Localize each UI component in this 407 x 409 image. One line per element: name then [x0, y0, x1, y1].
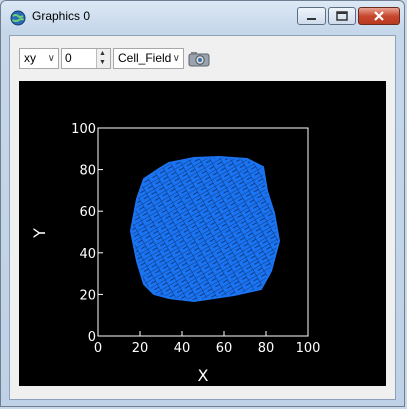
minimize-icon [307, 18, 316, 20]
x-tick-label: 40 [174, 341, 191, 356]
title-bar[interactable]: Graphics 0 [1, 1, 404, 31]
x-tick-label: 60 [216, 341, 233, 356]
cell-cluster [129, 155, 281, 303]
spin-arrows[interactable]: ▲ ▼ [96, 49, 110, 68]
maximize-icon [336, 11, 348, 21]
field-value: Cell_Field [118, 51, 172, 65]
y-tick-label: 60 [79, 205, 96, 220]
y-tick-label: 20 [79, 288, 96, 303]
y-axis-label: Y [30, 228, 49, 239]
y-tick-label: 0 [88, 330, 96, 345]
y-tick-label: 100 [71, 122, 96, 137]
close-icon [374, 11, 384, 21]
slice-value: 0 [65, 51, 72, 65]
x-tick-label: 0 [94, 341, 102, 356]
minimize-button[interactable] [297, 7, 326, 25]
x-axis-ticks: 0 20 40 60 80 100 [94, 331, 321, 356]
y-tick-label: 80 [79, 164, 96, 179]
chevron-down-icon: ∨ [47, 53, 55, 64]
x-tick-label: 100 [296, 341, 321, 356]
field-select[interactable]: Cell_Field ∨ [113, 48, 184, 69]
camera-icon[interactable] [187, 48, 211, 69]
chevron-down-icon: ∨ [172, 53, 180, 64]
spin-down-icon[interactable]: ▼ [99, 59, 106, 66]
x-tick-label: 80 [258, 341, 275, 356]
projection-select[interactable]: xy ∨ [19, 48, 59, 69]
window-title: Graphics 0 [32, 9, 91, 23]
x-tick-label: 20 [132, 341, 149, 356]
maximize-button[interactable] [328, 7, 356, 25]
plot-frame [97, 127, 309, 337]
spin-up-icon[interactable]: ▲ [99, 50, 106, 57]
projection-value: xy [24, 51, 36, 65]
client-area: xy ∨ 0 ▲ ▼ Cell_Field ∨ [9, 35, 396, 400]
plot-area[interactable]: 0 20 40 60 80 100 0 20 40 60 80 100 X Y [19, 81, 386, 386]
y-axis-ticks: 0 20 40 60 80 100 [71, 122, 103, 345]
close-button[interactable] [358, 7, 400, 25]
y-tick-label: 40 [79, 247, 96, 262]
cell-field-plot: 0 20 40 60 80 100 0 20 40 60 80 100 X Y [30, 122, 321, 385]
x-axis-label: X [198, 366, 209, 385]
slice-spinbox[interactable]: 0 ▲ ▼ [61, 48, 111, 69]
toolbar: xy ∨ 0 ▲ ▼ Cell_Field ∨ [10, 36, 395, 76]
globe-icon [10, 10, 26, 26]
